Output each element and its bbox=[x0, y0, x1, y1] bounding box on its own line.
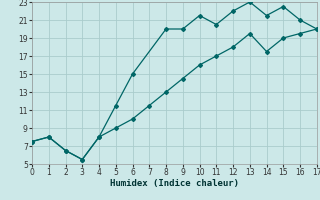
X-axis label: Humidex (Indice chaleur): Humidex (Indice chaleur) bbox=[110, 179, 239, 188]
